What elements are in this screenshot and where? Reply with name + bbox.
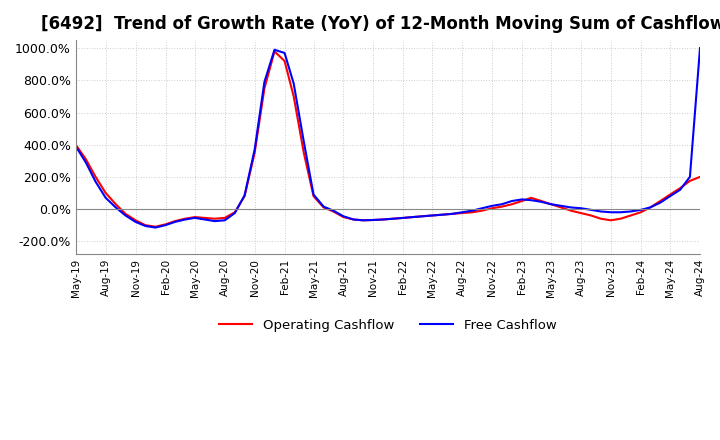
Line: Free Cashflow: Free Cashflow <box>76 48 700 227</box>
Title: [6492]  Trend of Growth Rate (YoY) of 12-Month Moving Sum of Cashflows: [6492] Trend of Growth Rate (YoY) of 12-… <box>41 15 720 33</box>
Line: Operating Cashflow: Operating Cashflow <box>76 51 700 227</box>
Legend: Operating Cashflow, Free Cashflow: Operating Cashflow, Free Cashflow <box>214 314 562 337</box>
